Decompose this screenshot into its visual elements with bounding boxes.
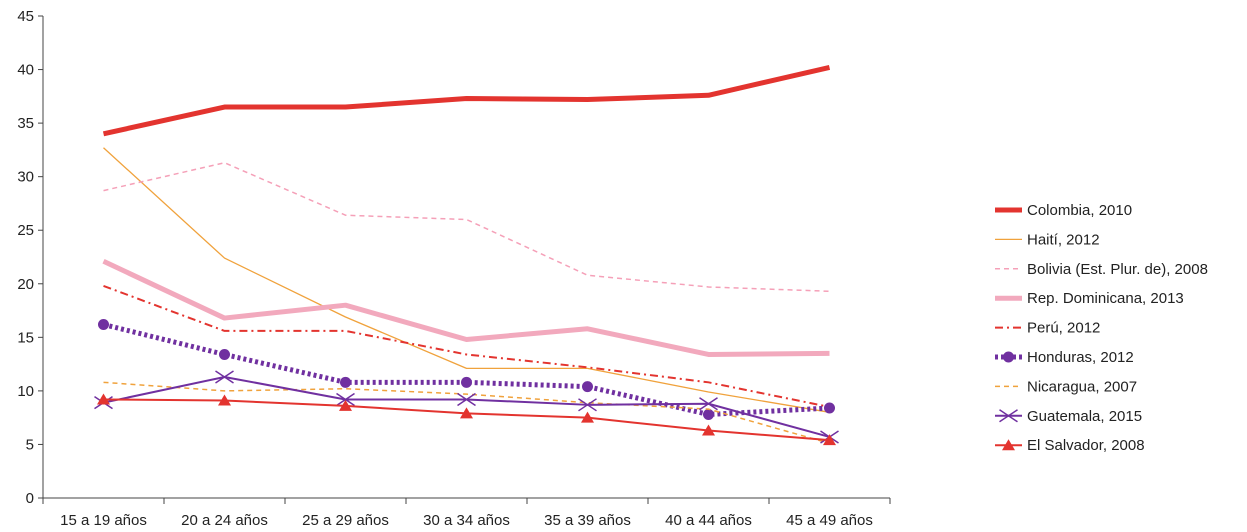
legend: Colombia, 2010 Haití, 2012 Bolivia (Est. P… — [995, 202, 1208, 454]
data-point — [582, 381, 593, 393]
legend-item: Nicaragua, 2007 — [995, 378, 1137, 395]
legend-item: Haití, 2012 — [995, 231, 1100, 248]
series-5 — [98, 318, 835, 420]
y-tick-label: 0 — [26, 490, 34, 507]
legend-marker — [1002, 439, 1015, 451]
y-tick-label: 40 — [17, 62, 34, 79]
legend-item: Rep. Dominicana, 2013 — [995, 290, 1184, 307]
x-tick-label: 15 a 19 años — [60, 512, 147, 529]
x-tick-label: 40 a 44 años — [665, 512, 752, 529]
legend-item: El Salvador, 2008 — [995, 437, 1145, 454]
data-point — [457, 392, 476, 407]
series-6 — [103, 381, 830, 445]
data-point — [215, 370, 234, 384]
data-point — [340, 376, 351, 388]
y-tick-label: 5 — [26, 436, 34, 453]
data-point — [702, 424, 715, 436]
series-2 — [103, 161, 830, 293]
y-tick-label: 30 — [17, 169, 34, 186]
series-line — [102, 259, 830, 357]
series-4 — [103, 284, 830, 408]
data-point — [578, 398, 597, 412]
legend-label: Guatemala, 2015 — [1027, 408, 1142, 425]
data-point — [699, 397, 718, 411]
x-tick-label: 30 a 34 años — [423, 512, 510, 529]
legend-marker — [1003, 351, 1014, 363]
data-point — [460, 407, 473, 419]
data-point — [98, 318, 109, 330]
data-point — [823, 434, 836, 446]
data-point — [219, 348, 230, 360]
x-tick-label: 20 a 24 años — [181, 512, 268, 529]
series-line — [102, 64, 831, 137]
series-0 — [102, 64, 831, 137]
series-line — [103, 398, 830, 442]
data-point — [581, 411, 594, 423]
legend-label: Haití, 2012 — [1027, 231, 1100, 248]
x-tick-label: 25 a 29 años — [302, 512, 389, 529]
y-tick-label: 25 — [17, 222, 34, 239]
series-line — [103, 381, 830, 445]
legend-item: Guatemala, 2015 — [995, 408, 1142, 425]
series-line — [103, 161, 830, 293]
legend-label: El Salvador, 2008 — [1027, 437, 1145, 454]
x-tick-label: 45 a 49 años — [786, 512, 873, 529]
data-point — [336, 392, 355, 407]
legend-item: Perú, 2012 — [995, 320, 1100, 337]
legend-label: Rep. Dominicana, 2013 — [1027, 290, 1184, 307]
legend-item: Honduras, 2012 — [995, 349, 1134, 366]
series-3 — [102, 259, 830, 357]
legend-item: Bolivia (Est. Plur. de), 2008 — [995, 261, 1208, 278]
legend-item: Colombia, 2010 — [995, 202, 1132, 219]
x-tick-label: 35 a 39 años — [544, 512, 631, 529]
data-point — [218, 394, 231, 406]
data-point — [824, 402, 835, 414]
data-point — [461, 376, 472, 388]
data-point — [97, 393, 110, 405]
y-tick-label: 10 — [17, 383, 34, 400]
y-tick-label: 35 — [17, 115, 34, 132]
series-line — [103, 147, 830, 413]
series-1 — [103, 147, 830, 413]
legend-marker — [999, 409, 1018, 423]
y-tick-label: 45 — [17, 8, 34, 25]
series-layer — [94, 64, 839, 446]
legend-label: Perú, 2012 — [1027, 320, 1100, 337]
legend-label: Bolivia (Est. Plur. de), 2008 — [1027, 261, 1208, 278]
legend-label: Colombia, 2010 — [1027, 202, 1132, 219]
series-8 — [97, 393, 836, 446]
legend-label: Honduras, 2012 — [1027, 349, 1134, 366]
axes: 0 5 10 15 20 25 30 35 40 45 15 a 19 años 20 a 24 añ… — [17, 8, 891, 529]
series-line — [103, 284, 830, 408]
data-point — [703, 408, 714, 420]
legend-label: Nicaragua, 2007 — [1027, 378, 1137, 395]
y-tick-label: 20 — [17, 276, 34, 293]
data-point — [339, 399, 352, 411]
y-tick-label: 15 — [17, 329, 34, 346]
